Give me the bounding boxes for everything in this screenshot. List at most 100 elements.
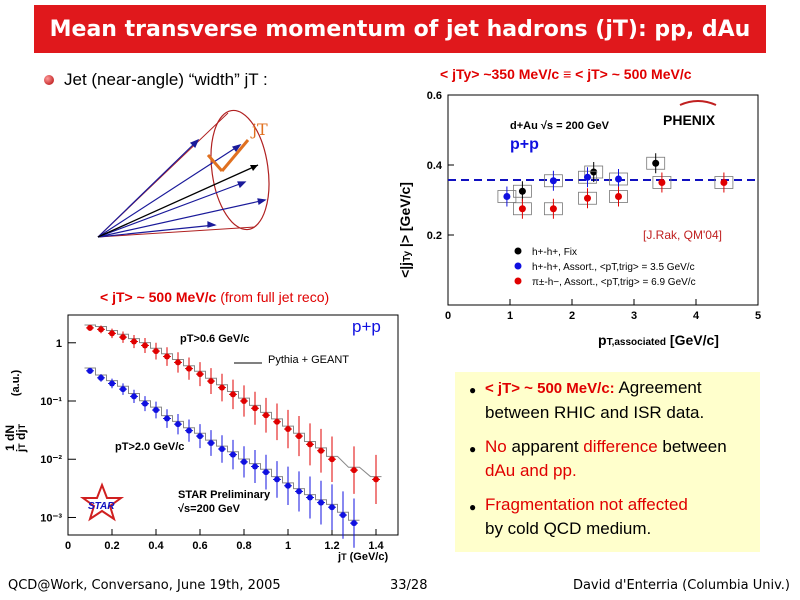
data-point: [197, 371, 203, 378]
pythia-label: Pythia + GEANT: [268, 354, 349, 366]
jet-cone-diagram: jT: [97, 109, 270, 238]
data-point: [142, 342, 148, 349]
legend-label: h+-h+, Assort., <pT,trig> = 3.5 GeV/c: [532, 262, 695, 273]
left-heading-main: < jT> ~ 500 MeV/c: [100, 289, 217, 305]
data-point: [351, 520, 357, 527]
data-point: [518, 205, 526, 213]
x-tick-label: 1.2: [324, 540, 339, 552]
data-point: [98, 326, 104, 333]
footer-right: David d'Enterria (Columbia Univ.): [572, 578, 790, 593]
legend-marker: [514, 247, 522, 255]
summary-item-3-red: Fragmentation not affected: [485, 495, 688, 514]
data-point: [615, 175, 622, 183]
x-tick-label: 0: [65, 540, 71, 552]
data-point: [285, 482, 291, 489]
data-point: [274, 418, 280, 425]
pt-cut-low: pT>2.0 GeV/c: [115, 441, 184, 453]
x-tick-label: 0: [445, 310, 451, 322]
right-plot-heading: < jTy> ~350 MeV/c ≡ < jT> ~ 500 MeV/c: [440, 66, 692, 82]
data-point: [120, 386, 126, 393]
summary-item-1: ● < jT> ~ 500 MeV/c: Agreement between R…: [469, 378, 705, 422]
phenix-jt-plot: <|jTy |> [GeV/c] pT,associated [GeV/c] d…: [397, 90, 761, 348]
left-ylabel: 1 dN jT djT (a.u.): [3, 370, 28, 454]
x-tick-label: 0.6: [192, 540, 207, 552]
right-plot-frame: [447, 94, 759, 306]
star-jt-plot: 1 dN jT djT (a.u.) jT (GeV/c) p+p Pythia…: [3, 314, 399, 563]
right-xlabel: pT,associated [GeV/c]: [598, 332, 719, 348]
data-point: [175, 421, 181, 428]
y-tick-label: 0.6: [427, 90, 442, 102]
data-point: [153, 348, 159, 355]
cone-edge-bottom: [97, 226, 256, 238]
jet-axis-arrow: [97, 164, 259, 238]
data-point: [318, 447, 324, 454]
right-legend: h+-h+, Fix h+-h+, Assort., <pT,trig> = 3.…: [514, 247, 696, 288]
data-point: [340, 512, 346, 519]
footer-left: QCD@Work, Conversano, June 19th, 2005: [8, 578, 281, 593]
y-tick-label: 10⁻²: [40, 454, 62, 466]
x-tick-label: 4: [693, 310, 700, 322]
summary-item-2-red1: No: [485, 437, 507, 456]
star-preliminary: STAR Preliminary: [178, 489, 271, 501]
data-point: [549, 205, 557, 213]
summary-item-2: ● No apparent difference between dAu and…: [469, 437, 727, 480]
x-tick-label: 1: [285, 540, 291, 552]
legend-marker: [514, 262, 522, 270]
data-point: [241, 458, 247, 465]
pt-cut-high: pT>0.6 GeV/c: [180, 333, 249, 345]
svg-text:jT djT: jT djT: [14, 423, 28, 453]
data-point: [153, 407, 159, 414]
main-bullet-text: Jet (near-angle) “width” jT :: [64, 70, 268, 89]
x-tick-label: 0.8: [236, 540, 251, 552]
y-tick-label: 0.4: [427, 160, 443, 172]
data-point: [219, 384, 225, 391]
data-point: [296, 433, 302, 440]
left-xlabel: jT (GeV/c): [337, 551, 388, 563]
summary-item-2-red2: difference: [583, 437, 658, 456]
left-plot-frame: [67, 314, 399, 536]
summary-item-3-black: by cold QCD medium.: [485, 519, 652, 538]
data-point: [720, 179, 728, 186]
data-point: [329, 504, 335, 511]
footer-page: 33/28: [390, 578, 428, 593]
data-point: [252, 405, 258, 412]
data-point: [652, 159, 660, 167]
data-point: [131, 338, 137, 345]
data-point: [658, 179, 666, 186]
left-heading-sub: (from full jet reco): [220, 289, 330, 305]
data-point: [549, 177, 557, 185]
left-system-label: p+p: [352, 317, 381, 336]
data-point: [274, 476, 280, 483]
data-point: [219, 445, 225, 452]
star-energy: √s=200 GeV: [178, 503, 241, 515]
data-point: [296, 488, 302, 495]
summary-item-2-black2: between: [657, 437, 727, 456]
data-point: [241, 398, 247, 405]
right-ylabel: <|jTy |> [GeV/c]: [397, 182, 413, 278]
x-tick-label: 0.2: [104, 540, 119, 552]
svg-text:1 dN: 1 dN: [3, 425, 17, 451]
jt-label: jT: [250, 120, 268, 139]
svg-text:STAR: STAR: [88, 501, 115, 512]
y-tick-label: 0.2: [427, 230, 442, 242]
data-point: [164, 415, 170, 422]
y-tick-label: 10⁻³: [40, 512, 62, 524]
data-point: [584, 194, 591, 202]
phenix-logo: PHENIX: [663, 112, 716, 128]
data-point: [318, 499, 324, 506]
track-arrows: [97, 138, 267, 238]
data-point: [263, 469, 269, 476]
summary-item-2-red3: dAu and pp.: [485, 461, 577, 480]
data-point: [584, 173, 591, 181]
data-point: [351, 467, 357, 474]
data-point: [208, 378, 214, 385]
cone-ellipse: [210, 109, 270, 231]
data-point: [197, 433, 203, 440]
y-tick-label: 1: [56, 338, 62, 350]
data-point: [142, 400, 148, 407]
data-point: [285, 426, 291, 433]
data-point: [208, 440, 214, 447]
data-point: [329, 456, 335, 463]
jt-vector-icon-2: [220, 139, 250, 172]
data-point: [87, 324, 93, 331]
